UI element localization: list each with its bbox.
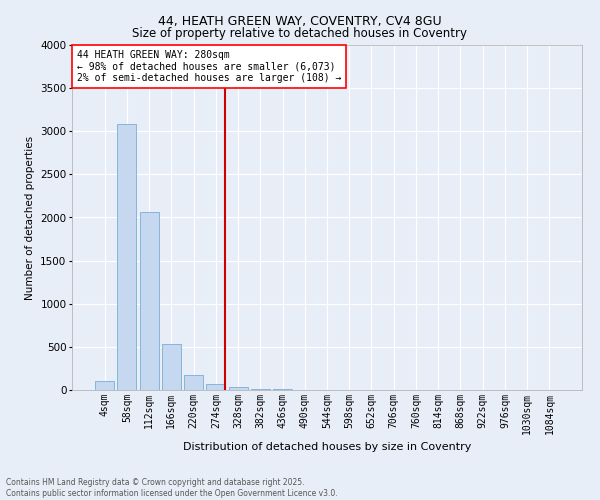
Y-axis label: Number of detached properties: Number of detached properties bbox=[25, 136, 35, 300]
Bar bbox=[95, 382, 114, 390]
Text: 44 HEATH GREEN WAY: 280sqm
← 98% of detached houses are smaller (6,073)
2% of se: 44 HEATH GREEN WAY: 280sqm ← 98% of deta… bbox=[77, 50, 341, 84]
Text: Size of property relative to detached houses in Coventry: Size of property relative to detached ho… bbox=[133, 28, 467, 40]
Text: 44, HEATH GREEN WAY, COVENTRY, CV4 8GU: 44, HEATH GREEN WAY, COVENTRY, CV4 8GU bbox=[158, 15, 442, 28]
Bar bbox=[184, 375, 203, 390]
Bar bbox=[251, 389, 270, 390]
Bar bbox=[206, 384, 225, 390]
Bar bbox=[118, 124, 136, 390]
X-axis label: Distribution of detached houses by size in Coventry: Distribution of detached houses by size … bbox=[183, 442, 471, 452]
Bar bbox=[229, 388, 248, 390]
Bar bbox=[140, 212, 158, 390]
Bar bbox=[162, 344, 181, 390]
Text: Contains HM Land Registry data © Crown copyright and database right 2025.
Contai: Contains HM Land Registry data © Crown c… bbox=[6, 478, 338, 498]
